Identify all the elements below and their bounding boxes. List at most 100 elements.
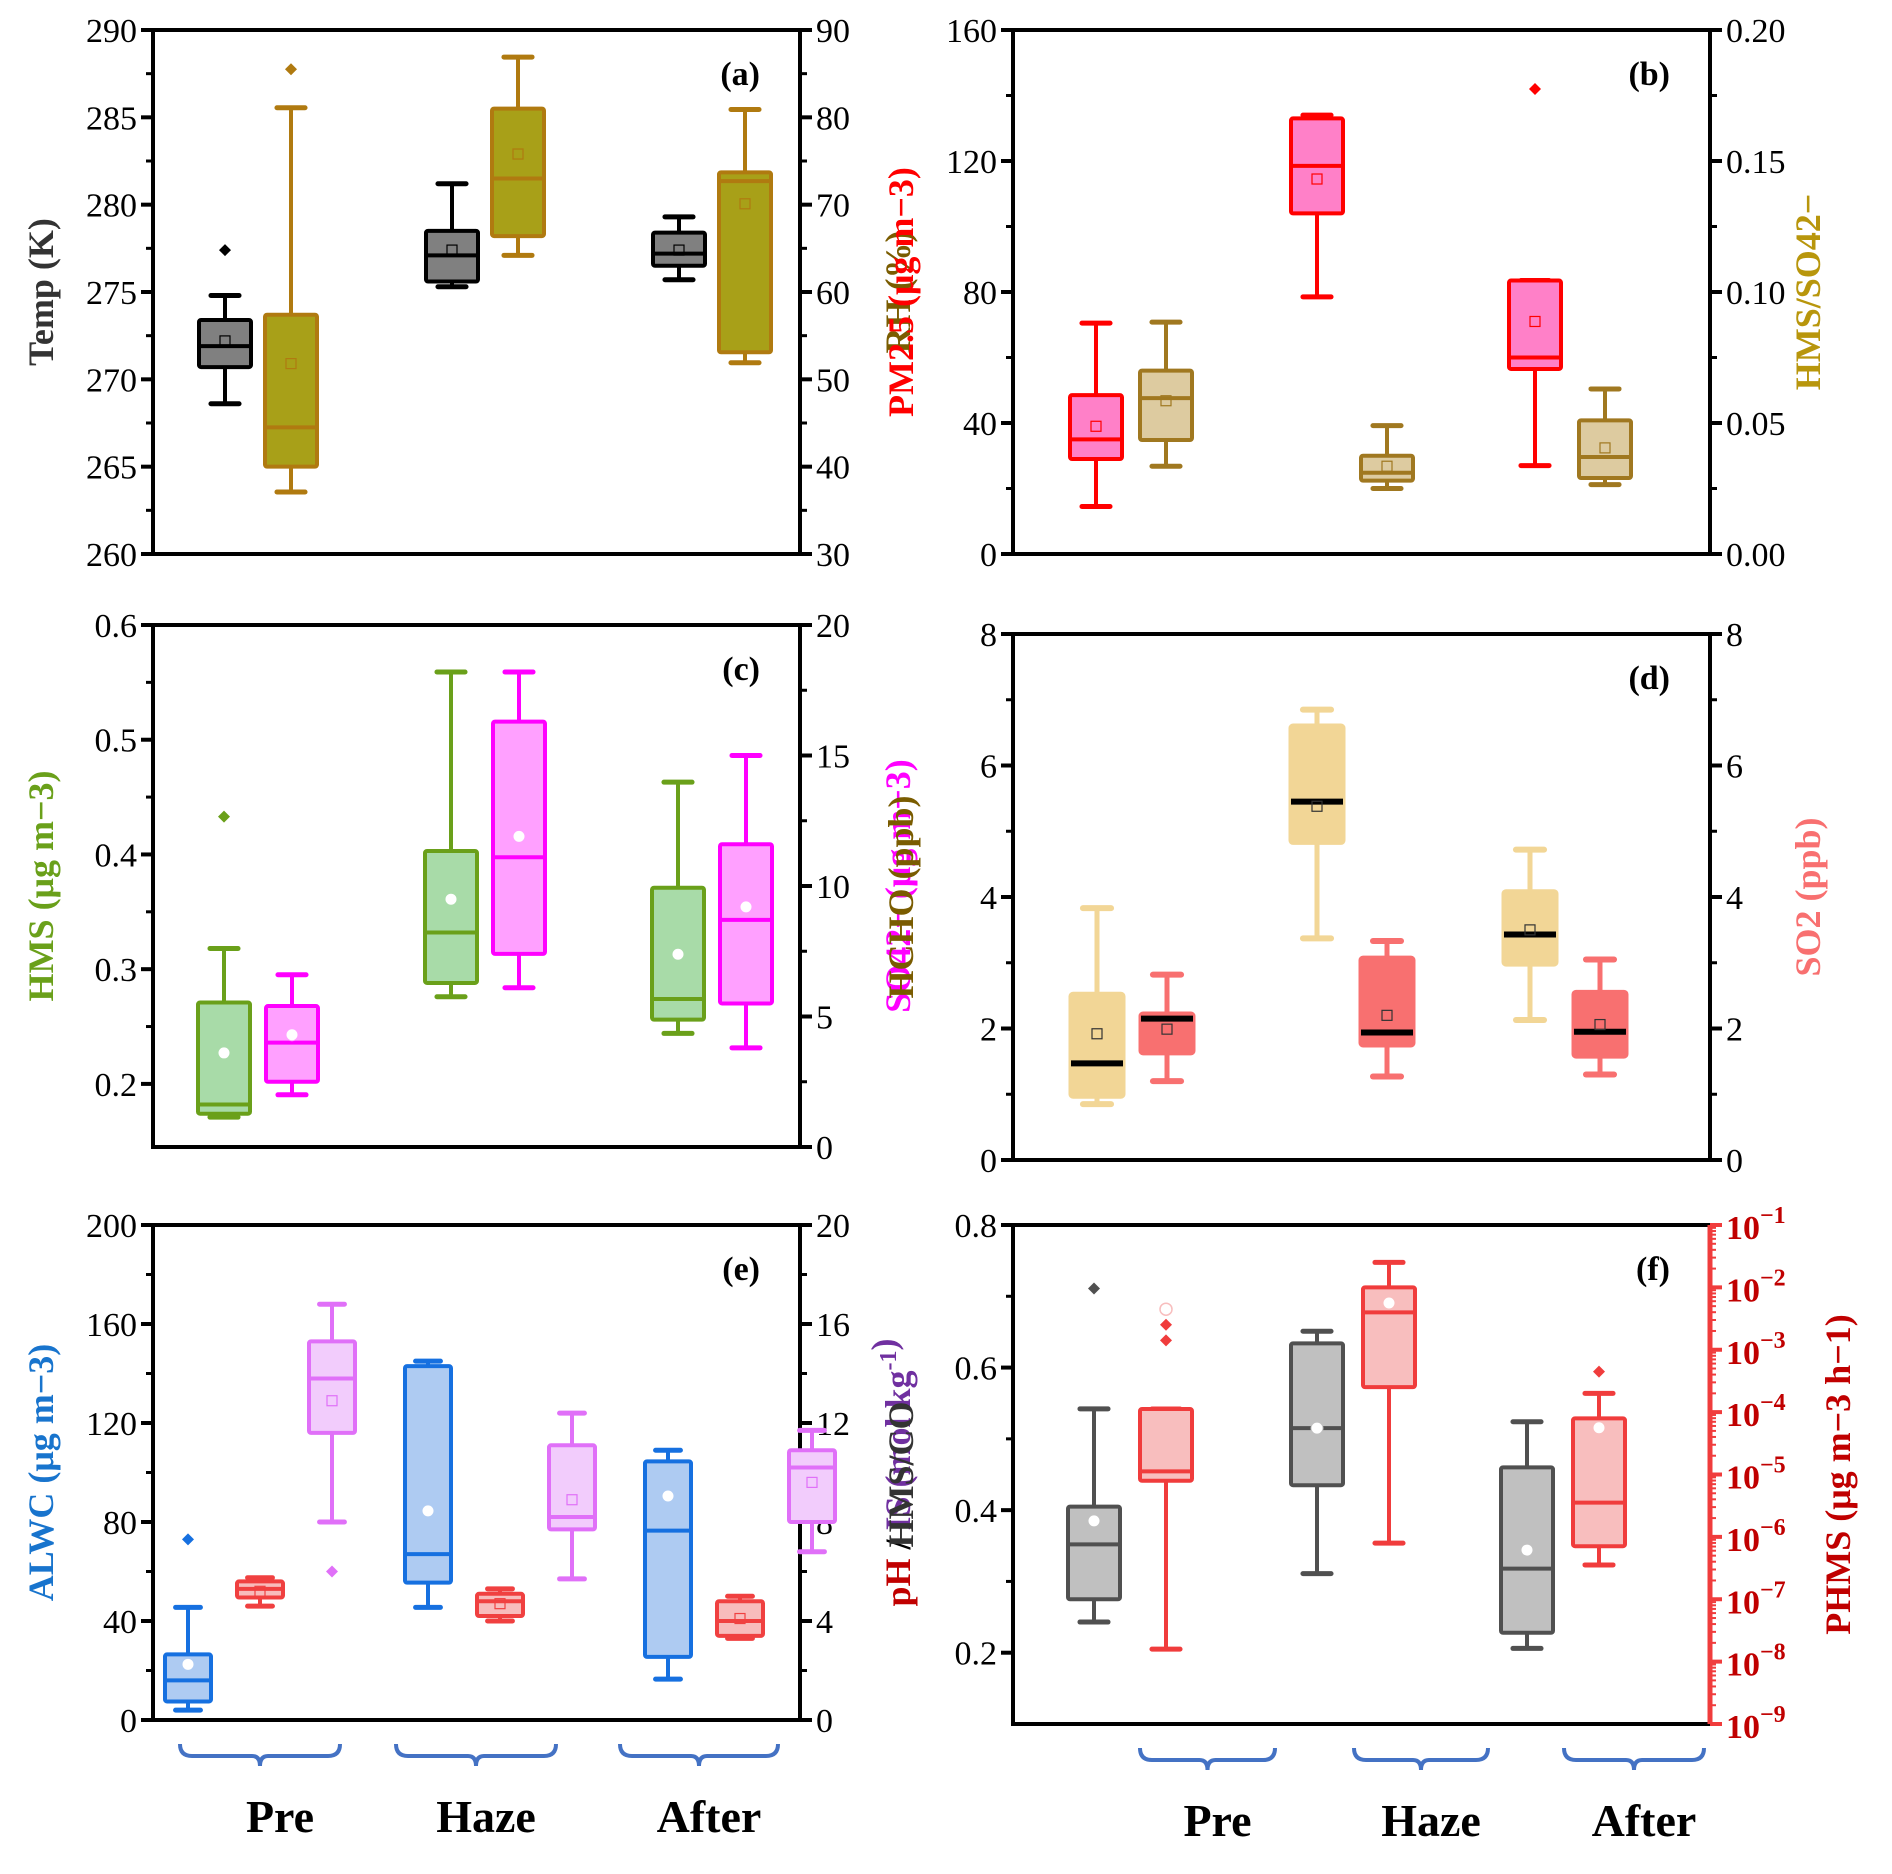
box-body xyxy=(1068,393,1124,462)
right-tick-label: 15 xyxy=(816,739,850,776)
left-tick-label: 0.4 xyxy=(955,1493,998,1530)
right-tick-label: 8 xyxy=(1726,617,1743,654)
right-tick-label: 80 xyxy=(816,100,850,137)
right-tick-label: 20 xyxy=(816,608,850,645)
mean-marker xyxy=(219,335,231,347)
outlier-marker xyxy=(1593,1365,1605,1378)
right-tick-label: 5 xyxy=(816,1000,833,1037)
left-tick-label: 285 xyxy=(86,100,137,137)
box-hmsco-haze xyxy=(1289,1328,1345,1577)
box-rh-haze xyxy=(490,54,546,258)
mean-marker xyxy=(671,947,685,961)
box-pm25-pre xyxy=(1068,320,1124,510)
left-tick-label: 0.4 xyxy=(95,837,138,874)
box-body xyxy=(475,1591,525,1619)
box-hmsso4-haze xyxy=(1359,423,1415,491)
right-tick-label: 10−8 xyxy=(1726,1640,1786,1684)
panel-label: (d) xyxy=(1628,660,1670,697)
right-tick-label: 6 xyxy=(1726,749,1743,786)
mean-marker xyxy=(1381,460,1393,472)
box-body xyxy=(547,1443,597,1532)
right-tick-label: 10−7 xyxy=(1726,1577,1786,1621)
left-axis-title: HCHO (ppb) xyxy=(881,795,921,998)
right-tick-label: 0.10 xyxy=(1726,275,1786,312)
box-body xyxy=(423,849,479,985)
box-body xyxy=(787,1448,837,1524)
box-is-pre xyxy=(307,1301,357,1578)
box-body xyxy=(1577,418,1633,481)
left-tick-label: 265 xyxy=(86,450,137,487)
box-hms-after xyxy=(650,779,706,1036)
mean-marker xyxy=(1160,395,1172,407)
box-body xyxy=(163,1652,213,1704)
right-tick-label: 10−6 xyxy=(1726,1515,1786,1559)
mean-marker xyxy=(661,1489,675,1503)
right-tick-label: 0 xyxy=(816,1130,833,1167)
left-tick-label: 80 xyxy=(103,1505,137,1542)
left-tick-label: 2 xyxy=(980,1012,997,1049)
right-tick-label: 10−1 xyxy=(1726,1203,1786,1247)
left-tick-label: 6 xyxy=(980,749,997,786)
group-label-pre: Pre xyxy=(246,1791,314,1842)
mean-marker xyxy=(673,244,685,256)
left-axis-title: HMS (μg m−3) xyxy=(21,771,61,1002)
left-tick-label: 160 xyxy=(946,13,997,50)
right-tick-label: 50 xyxy=(816,362,850,399)
box-hmsco-after xyxy=(1499,1419,1555,1651)
box-so2-haze xyxy=(1358,938,1416,1080)
box-phms-pre xyxy=(1138,1302,1194,1652)
right-tick-label: 10−5 xyxy=(1726,1453,1786,1497)
right-tick-label: 10−4 xyxy=(1726,1390,1786,1434)
box-so4-after xyxy=(718,753,774,1051)
box-so4-haze xyxy=(491,669,547,991)
left-tick-label: 0.6 xyxy=(95,608,138,645)
mean-marker xyxy=(1381,1009,1393,1021)
left-axis-title: ALWC (μg m−3) xyxy=(21,1344,61,1602)
box-body xyxy=(643,1459,693,1659)
box-hmsso4-after xyxy=(1577,386,1633,488)
mean-marker xyxy=(1091,1028,1103,1040)
plot-frame xyxy=(151,28,802,556)
outlier-marker xyxy=(218,810,230,823)
box-alwc-after xyxy=(643,1447,693,1682)
outlier-marker xyxy=(285,63,297,76)
mean-marker xyxy=(1524,924,1536,936)
panel-f: 0.2 0.4 0.6 0.8 10−9 10−8 10−7 10−6 10−5 10−4 10−3… xyxy=(881,1203,1858,1846)
mean-marker xyxy=(1311,800,1323,812)
panel-label: (c) xyxy=(722,651,760,688)
box-is-after xyxy=(787,1427,837,1555)
plot-frame xyxy=(151,1223,802,1722)
box-body xyxy=(1288,723,1346,845)
right-tick-label: 60 xyxy=(816,275,850,312)
right-tick-label: 0.20 xyxy=(1726,13,1786,50)
mean-marker xyxy=(494,1598,506,1610)
right-tick-label: 90 xyxy=(816,13,850,50)
left-tick-label: 275 xyxy=(86,275,137,312)
right-tick-label: 10−3 xyxy=(1726,1328,1786,1372)
box-body xyxy=(1066,1504,1122,1602)
box-body xyxy=(1571,1416,1627,1549)
mean-marker xyxy=(1592,1421,1606,1435)
mean-marker xyxy=(566,1494,578,1506)
left-axis-title: Temp (K) xyxy=(21,218,61,366)
outlier-marker xyxy=(1529,82,1541,95)
box-body xyxy=(307,1339,357,1435)
mean-marker xyxy=(1311,173,1323,185)
group-label-after: After xyxy=(1592,1795,1697,1846)
left-tick-label: 4 xyxy=(980,880,997,917)
right-tick-label: 70 xyxy=(816,188,850,225)
panel-label: (f) xyxy=(1636,1251,1670,1288)
box-phms-haze xyxy=(1361,1259,1417,1546)
panel-d: 0 2 4 6 8 0 2 4 6 8 (d) HCHO (ppb) SO2 (ppb) xyxy=(881,617,1828,1180)
left-tick-label: 120 xyxy=(86,1406,137,1443)
outlier-marker xyxy=(326,1565,338,1578)
right-axis-title: HMS/SO42− xyxy=(1788,194,1828,391)
right-tick-label: 16 xyxy=(816,1307,850,1344)
box-hcho-haze xyxy=(1288,706,1346,942)
left-axis-title: PM2.5 (μg m−3) xyxy=(881,167,921,417)
left-tick-label: 0.2 xyxy=(95,1067,138,1104)
left-tick-label: 0.6 xyxy=(955,1351,998,1388)
box-body xyxy=(651,230,707,268)
right-tick-label: 4 xyxy=(1726,880,1743,917)
